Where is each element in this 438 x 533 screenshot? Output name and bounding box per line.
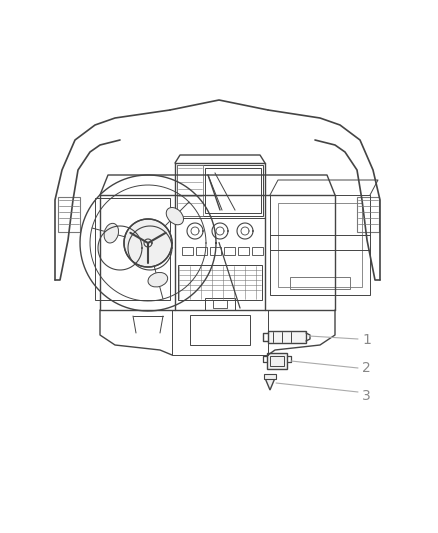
Text: 3: 3 (362, 389, 371, 403)
Bar (270, 195, 370, 295)
Bar (267, 353, 287, 369)
Bar (264, 374, 276, 379)
Text: 2: 2 (362, 361, 371, 375)
Bar (238, 247, 249, 255)
Bar (213, 300, 227, 308)
Bar (224, 247, 235, 255)
Bar (177, 165, 203, 216)
Bar (58, 197, 80, 232)
Bar (190, 315, 250, 345)
Bar (177, 165, 263, 216)
Bar (270, 356, 284, 366)
Bar (196, 247, 207, 255)
Text: 1: 1 (362, 333, 371, 347)
Polygon shape (265, 378, 275, 390)
Bar (178, 265, 262, 300)
Ellipse shape (148, 272, 168, 287)
Bar (278, 203, 362, 287)
Bar (205, 298, 235, 310)
Bar (205, 168, 261, 213)
Polygon shape (124, 219, 172, 267)
Bar (210, 247, 221, 255)
Bar (252, 247, 263, 255)
Bar (290, 277, 350, 289)
Bar (95, 198, 170, 300)
Ellipse shape (166, 207, 184, 225)
Bar (268, 331, 306, 343)
Bar (357, 197, 379, 232)
Ellipse shape (104, 223, 119, 243)
Bar (182, 247, 193, 255)
